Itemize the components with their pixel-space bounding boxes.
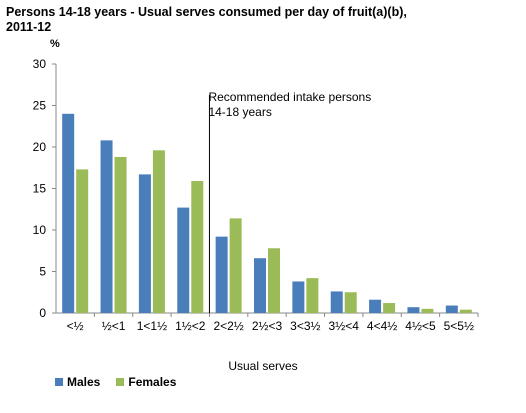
y-tick-label: 15 (33, 182, 47, 196)
y-tick-label: 20 (33, 140, 47, 154)
bar-females-2 (152, 150, 165, 313)
bar-females-4 (229, 218, 242, 313)
bar-males-4 (215, 236, 228, 313)
bar-females-8 (383, 303, 396, 313)
bar-males-1 (100, 140, 113, 313)
y-tick-label: 30 (33, 57, 47, 71)
y-axis-label: % (50, 38, 60, 50)
legend-item-females: Females (116, 375, 176, 389)
x-tick-label: 4½<5 (405, 319, 436, 333)
x-tick-label: ½<1 (102, 319, 126, 333)
x-tick-label: 1½<2 (175, 319, 206, 333)
bar-males-5 (254, 258, 266, 313)
legend-label-males: Males (67, 375, 101, 389)
x-tick-label: 3<3½ (290, 319, 320, 333)
y-tick-label: 5 (39, 265, 46, 279)
chart-title: Persons 14-18 years - Usual serves consu… (6, 5, 407, 34)
x-tick-label: <½ (67, 319, 84, 333)
bar-males-9 (407, 307, 420, 313)
y-tick-label: 0 (39, 306, 46, 320)
annotation-text-line2: 14-18 years (208, 105, 271, 119)
x-tick-label: 1<1½ (137, 319, 167, 333)
legend-swatch-females (116, 378, 125, 386)
bar-females-0 (76, 169, 89, 313)
bar-females-10 (459, 309, 472, 313)
bar-males-10 (445, 305, 458, 313)
bar-males-0 (62, 113, 75, 313)
bar-males-8 (369, 299, 382, 313)
x-tick-label: 4<4½ (367, 319, 397, 333)
legend-label-females: Females (128, 375, 177, 389)
bar-females-6 (306, 278, 319, 313)
x-axis-label: Usual serves (228, 359, 298, 373)
y-tick-label: 10 (33, 223, 47, 237)
legend-swatch-males (55, 378, 63, 386)
bar-females-9 (421, 308, 434, 313)
bar-males-7 (330, 291, 343, 313)
legend-item-males: Males (55, 375, 100, 389)
annotation-text-line1: Recommended intake persons (208, 90, 371, 104)
bar-males-2 (138, 174, 151, 313)
x-tick-label: 3½<4 (329, 319, 360, 333)
bar-females-7 (344, 292, 357, 313)
x-tick-label: 2<2½ (213, 319, 243, 333)
x-tick-label: 5<5½ (444, 319, 474, 333)
bar-females-5 (268, 248, 280, 313)
x-tick-label: 2½<3 (252, 319, 283, 333)
y-tick-label: 25 (33, 99, 47, 113)
bar-males-3 (177, 207, 190, 313)
legend: Males Females (55, 375, 176, 389)
bar-females-3 (191, 181, 204, 313)
bar-males-6 (292, 281, 305, 313)
bar-females-1 (114, 156, 127, 313)
